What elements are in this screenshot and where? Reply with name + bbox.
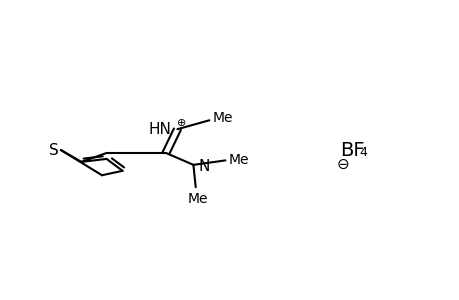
Text: S: S bbox=[49, 142, 59, 158]
Text: Me: Me bbox=[187, 192, 208, 206]
Text: N: N bbox=[198, 159, 210, 174]
Text: ⊖: ⊖ bbox=[336, 157, 349, 172]
Text: BF: BF bbox=[339, 140, 364, 160]
Text: 4: 4 bbox=[358, 146, 366, 159]
Text: ⊕: ⊕ bbox=[177, 118, 186, 128]
Text: Me: Me bbox=[228, 153, 248, 167]
Text: Me: Me bbox=[212, 112, 233, 125]
Text: HN: HN bbox=[148, 122, 171, 137]
